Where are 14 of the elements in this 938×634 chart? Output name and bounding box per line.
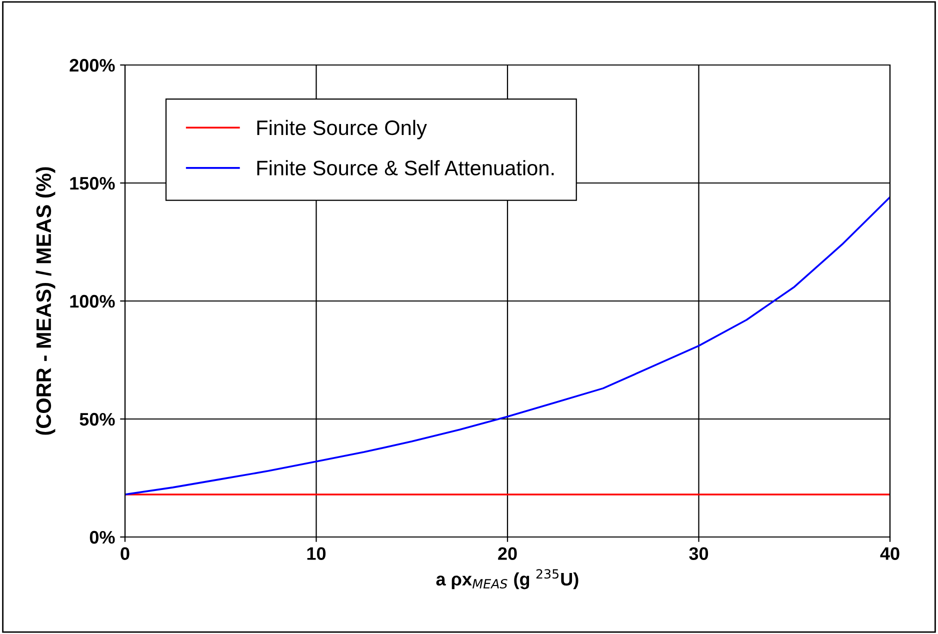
y-tick-label: 0%	[90, 530, 115, 544]
x-axis-title: a ρx$_{MEAS}$ (g $^{235}$U)	[436, 569, 578, 590]
legend-label: Finite Source Only	[257, 120, 427, 140]
x-tick-label: 40	[880, 547, 900, 560]
x-tick-label: 20	[498, 547, 517, 560]
y-axis-title: (CORR - MEAS) / MEAS (%)	[36, 167, 56, 435]
legend-label: Finite Source & Self Attenuation.	[257, 160, 554, 176]
y-tick-label: 150%	[70, 176, 115, 190]
x-tick-label: 10	[307, 547, 326, 560]
y-tick-label: 50%	[80, 412, 115, 426]
y-tick-label: 200%	[70, 58, 115, 72]
y-tick-label: 100%	[70, 294, 115, 308]
x-tick-label: 30	[689, 547, 708, 560]
x-tick-label: 0	[120, 547, 130, 560]
